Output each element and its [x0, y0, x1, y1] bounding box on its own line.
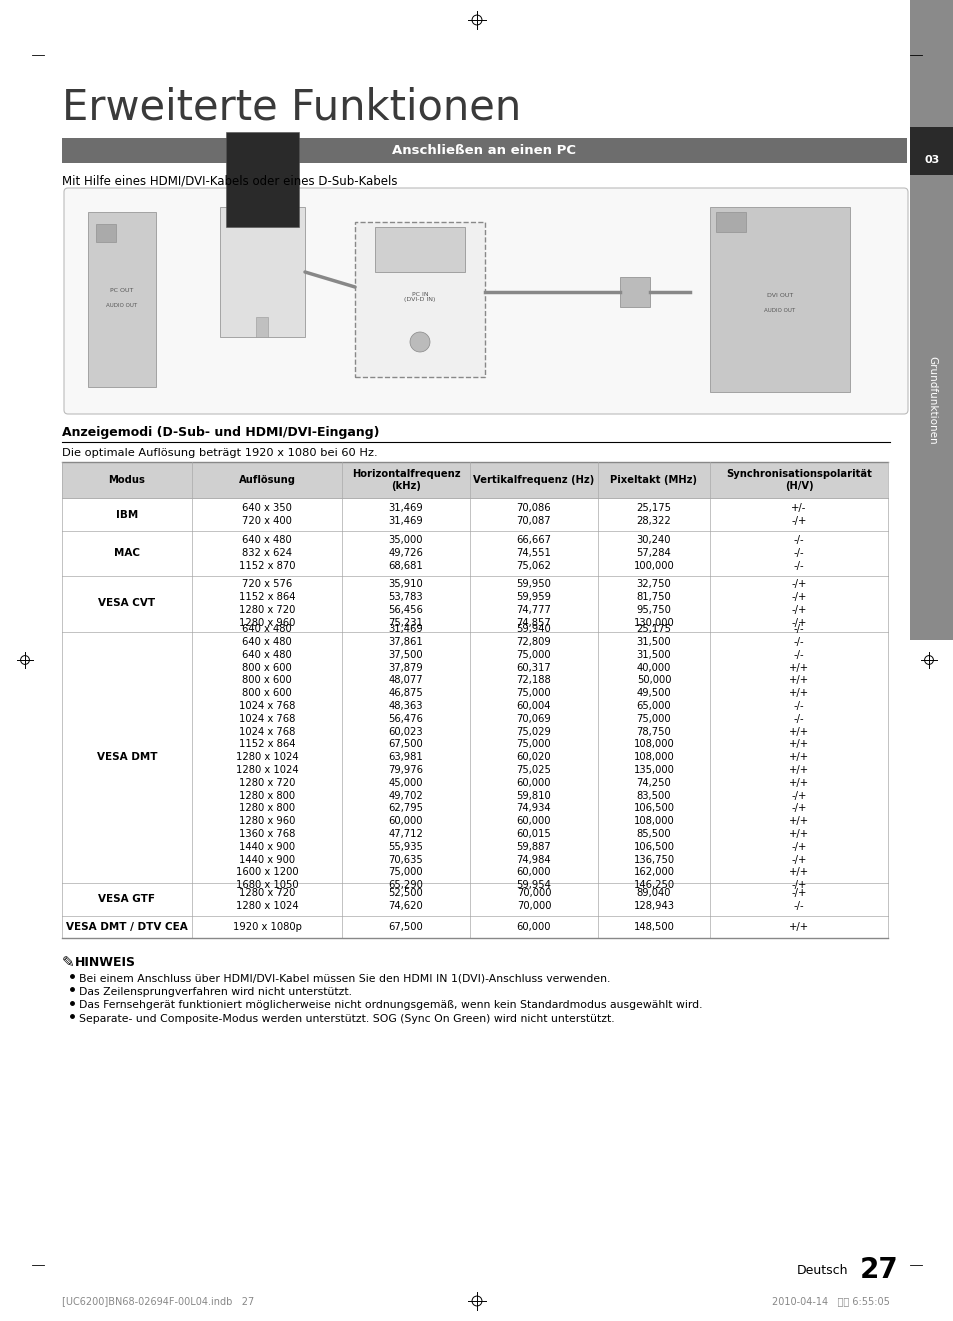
Bar — [716, 211, 745, 232]
Text: 70,086
70,087: 70,086 70,087 — [517, 503, 551, 526]
Text: Anschließen an einen PC: Anschließen an einen PC — [392, 144, 576, 157]
Text: 59,950
59,959
74,777
74,857: 59,950 59,959 74,777 74,857 — [516, 580, 551, 627]
Bar — [909, 0, 953, 639]
Text: 03: 03 — [923, 155, 939, 165]
Bar — [226, 132, 298, 227]
Text: HINWEIS: HINWEIS — [75, 955, 136, 968]
Text: 148,500: 148,500 — [633, 922, 674, 931]
Text: VESA GTF: VESA GTF — [98, 894, 155, 905]
Text: 67,500: 67,500 — [388, 922, 423, 931]
Text: Synchronisationspolarität
(H/V): Synchronisationspolarität (H/V) — [725, 469, 871, 491]
Bar — [62, 576, 887, 631]
Text: 31,469
31,469: 31,469 31,469 — [388, 503, 423, 526]
Text: -/+
-/+
-/+
-/+: -/+ -/+ -/+ -/+ — [790, 580, 806, 627]
Text: 640 x 350
720 x 400: 640 x 350 720 x 400 — [242, 503, 292, 526]
Text: 35,000
49,726
68,681: 35,000 49,726 68,681 — [388, 535, 423, 571]
Text: Das Zeilensprungverfahren wird nicht unterstützt.: Das Zeilensprungverfahren wird nicht unt… — [79, 987, 352, 997]
Text: 30,240
57,284
100,000: 30,240 57,284 100,000 — [633, 535, 674, 571]
Bar — [62, 462, 887, 498]
Text: 32,750
81,750
95,750
130,000: 32,750 81,750 95,750 130,000 — [633, 580, 674, 627]
Text: ✎: ✎ — [62, 955, 74, 971]
Text: 640 x 480
832 x 624
1152 x 870: 640 x 480 832 x 624 1152 x 870 — [238, 535, 294, 571]
Text: 52,500
74,620: 52,500 74,620 — [388, 888, 423, 911]
Text: 27: 27 — [859, 1256, 898, 1284]
Text: Modus: Modus — [109, 476, 145, 485]
Text: IBM: IBM — [115, 510, 138, 519]
Text: Das Fernsehgerät funktioniert möglicherweise nicht ordnungsgemäß, wenn kein Stan: Das Fernsehgerät funktioniert möglicherw… — [79, 1000, 701, 1011]
Text: 1280 x 720
1280 x 1024: 1280 x 720 1280 x 1024 — [235, 888, 298, 911]
Text: AUDIO OUT: AUDIO OUT — [763, 308, 795, 313]
Text: AUDIO OUT: AUDIO OUT — [107, 303, 137, 308]
Text: +/-
-/+: +/- -/+ — [790, 503, 806, 526]
Bar — [619, 277, 649, 306]
Bar — [62, 882, 887, 915]
Text: [UC6200]BN68-02694F-00L04.indb   27: [UC6200]BN68-02694F-00L04.indb 27 — [62, 1296, 254, 1306]
Text: -/+
-/-: -/+ -/- — [790, 888, 806, 911]
FancyBboxPatch shape — [64, 188, 907, 413]
Text: Deutsch: Deutsch — [796, 1263, 847, 1276]
Text: +/+: +/+ — [788, 922, 808, 931]
Text: VESA DMT: VESA DMT — [96, 752, 157, 762]
Text: 35,910
53,783
56,456
75,231: 35,910 53,783 56,456 75,231 — [388, 580, 423, 627]
Text: Anzeigemodi (D-Sub- und HDMI/DVI-Eingang): Anzeigemodi (D-Sub- und HDMI/DVI-Eingang… — [62, 425, 379, 439]
Bar — [88, 211, 156, 387]
Text: PC OUT: PC OUT — [111, 288, 133, 293]
Text: DVI OUT: DVI OUT — [766, 293, 792, 299]
Bar — [96, 225, 116, 242]
Text: 66,667
74,551
75,062: 66,667 74,551 75,062 — [516, 535, 551, 571]
Text: 1920 x 1080p: 1920 x 1080p — [233, 922, 301, 931]
Text: VESA DMT / DTV CEA: VESA DMT / DTV CEA — [66, 922, 188, 931]
Circle shape — [410, 332, 430, 351]
Text: 70,000
70,000: 70,000 70,000 — [517, 888, 551, 911]
Bar — [62, 915, 887, 938]
Text: Erweiterte Funktionen: Erweiterte Funktionen — [62, 86, 520, 128]
Text: Mit Hilfe eines HDMI/DVI-Kabels oder eines D-Sub-Kabels: Mit Hilfe eines HDMI/DVI-Kabels oder ein… — [62, 174, 397, 188]
Bar — [255, 317, 268, 337]
FancyBboxPatch shape — [355, 222, 484, 376]
Text: 720 x 576
1152 x 864
1280 x 720
1280 x 960: 720 x 576 1152 x 864 1280 x 720 1280 x 9… — [238, 580, 294, 627]
Bar — [909, 127, 953, 174]
Text: Horizontalfrequenz
(kHz): Horizontalfrequenz (kHz) — [352, 469, 460, 491]
Text: VESA CVT: VESA CVT — [98, 598, 155, 609]
Bar — [62, 137, 906, 162]
Text: 89,040
128,943: 89,040 128,943 — [633, 888, 674, 911]
Text: Separate- und Composite-Modus werden unterstützt. SOG (Sync On Green) wird nicht: Separate- und Composite-Modus werden unt… — [79, 1015, 614, 1024]
Bar — [62, 498, 887, 531]
Text: -/-
-/-
-/-
+/+
+/+
+/+
-/-
-/-
+/+
+/+
+/+
+/+
+/+
-/+
-/+
+/+
+/+
-/+
-/+
+/+
: -/- -/- -/- +/+ +/+ +/+ -/- -/- +/+ +/+ … — [788, 625, 808, 890]
Text: 31,469
37,861
37,500
37,879
48,077
46,875
48,363
56,476
60,023
67,500
63,981
79,: 31,469 37,861 37,500 37,879 48,077 46,87… — [388, 625, 423, 890]
Text: Bei einem Anschluss über HDMI/DVI-Kabel müssen Sie den ​HDMI IN 1(DVI)​-Anschlus: Bei einem Anschluss über HDMI/DVI-Kabel … — [79, 974, 610, 984]
Text: 2010-04-14   오후 6:55:05: 2010-04-14 오후 6:55:05 — [771, 1296, 889, 1306]
Text: 640 x 480
640 x 480
640 x 480
800 x 600
800 x 600
800 x 600
1024 x 768
1024 x 76: 640 x 480 640 x 480 640 x 480 800 x 600 … — [235, 625, 298, 890]
Text: Die optimale Auflösung beträgt 1920 x 1080 bei 60 Hz.: Die optimale Auflösung beträgt 1920 x 10… — [62, 448, 377, 458]
Bar — [375, 227, 464, 272]
Text: Vertikalfrequenz (Hz): Vertikalfrequenz (Hz) — [473, 476, 594, 485]
Bar — [220, 207, 305, 337]
Text: MAC: MAC — [113, 548, 140, 559]
Text: 25,175
28,322: 25,175 28,322 — [636, 503, 671, 526]
Text: -/-
-/-
-/-: -/- -/- -/- — [793, 535, 803, 571]
Text: 60,000: 60,000 — [517, 922, 551, 931]
Bar — [62, 631, 887, 882]
Text: Auflösung: Auflösung — [238, 476, 295, 485]
Text: Grundfunktionen: Grundfunktionen — [926, 355, 936, 444]
Text: 59,940
72,809
75,000
60,317
72,188
75,000
60,004
70,069
75,029
75,000
60,020
75,: 59,940 72,809 75,000 60,317 72,188 75,00… — [516, 625, 551, 890]
Text: Pixeltakt (MHz): Pixeltakt (MHz) — [610, 476, 697, 485]
Bar — [62, 531, 887, 576]
Text: 25,175
31,500
31,500
40,000
50,000
49,500
65,000
75,000
78,750
108,000
108,000
1: 25,175 31,500 31,500 40,000 50,000 49,50… — [633, 625, 674, 890]
Bar — [709, 207, 849, 392]
Text: PC IN
(DVI-D IN): PC IN (DVI-D IN) — [404, 292, 436, 303]
